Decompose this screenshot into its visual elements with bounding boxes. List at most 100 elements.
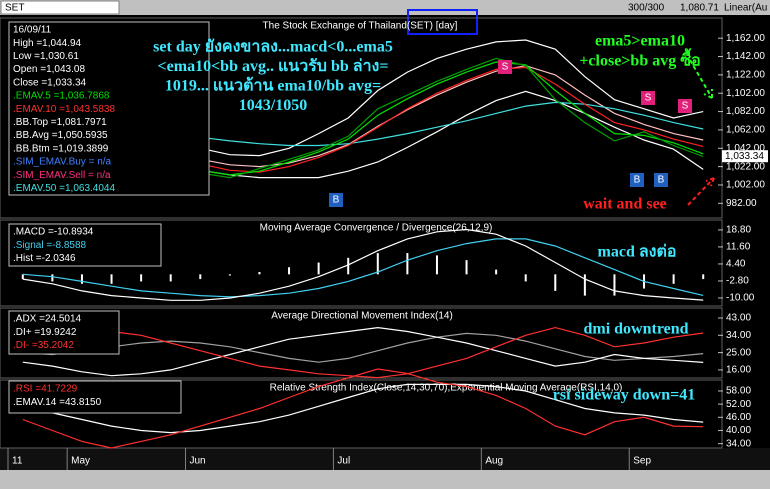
annotation: ema5>ema10	[595, 33, 685, 50]
x-tick-label: Aug	[485, 456, 503, 467]
info-line: .BB.Top =1,081.7971	[13, 117, 107, 128]
y-tick-label: 11.60	[726, 242, 751, 253]
series-line	[22, 326, 704, 377]
series-line	[22, 228, 704, 301]
histogram-bar	[376, 253, 379, 275]
series-line	[22, 332, 704, 363]
info-line: .DI+ =19.9242	[13, 327, 77, 338]
info-line: .RSI =41.7229	[13, 384, 78, 395]
info-line: .EMAV.50 =1,063.4044	[13, 183, 115, 194]
panel-frame	[0, 307, 723, 379]
x-tick-label: Jun	[190, 456, 206, 467]
y-tick-label: 40.00	[726, 425, 751, 436]
arrow	[687, 177, 715, 206]
signal-label: S	[682, 101, 689, 112]
info-line: Open =1,043.08	[13, 64, 85, 75]
histogram-bar	[317, 262, 320, 275]
info-line: .Hist =-2.0346	[13, 253, 76, 264]
y-tick-label: 1,022.00	[726, 161, 765, 172]
annotation: rsi sideway down=41	[553, 387, 695, 404]
annotation: wait and see	[583, 196, 667, 213]
y-tick-label: -10.00	[726, 293, 755, 304]
histogram-bar	[495, 269, 498, 275]
x-tick-label: 11	[12, 456, 23, 467]
price-tag	[722, 150, 768, 163]
histogram-bar	[21, 274, 24, 280]
signal-label: S	[502, 62, 509, 73]
symbol: SET	[5, 3, 24, 14]
scrollbar[interactable]	[0, 470, 770, 489]
y-tick-label: 1,062.00	[726, 125, 765, 136]
histogram-bar	[169, 274, 172, 282]
histogram-bar	[672, 274, 675, 284]
signal-label: B	[634, 175, 641, 186]
arrow	[689, 59, 713, 99]
panel-frame	[0, 379, 723, 449]
y-tick-label: 1,042.00	[726, 143, 765, 154]
info-line: High =1,044.94	[13, 38, 82, 49]
info-line: .DI- =35.2042	[13, 340, 74, 351]
info-line: .EMAV.10 =1,043.5838	[13, 104, 115, 115]
info-line: .SIM_EMAV.Sell = n/a	[13, 170, 111, 181]
annotation: 1019... แนวต้าน ema10/bb avg=	[165, 77, 381, 95]
y-tick-label: 1,142.00	[726, 51, 765, 62]
histogram-bar	[613, 274, 616, 296]
symbol-box[interactable]	[0, 0, 120, 15]
info-box	[8, 380, 182, 414]
panel-title: Average Directional Movement Index(14)	[271, 311, 453, 322]
histogram-bar	[465, 260, 468, 275]
bar-count: 300/300	[628, 3, 665, 14]
info-line: .ADX =24.5014	[13, 314, 82, 325]
info-line: 16/09/11	[13, 25, 52, 36]
signal-marker	[329, 193, 343, 207]
x-tick-label: Jul	[337, 456, 350, 467]
info-line: .EMAV.5 =1,036.7868	[13, 91, 110, 102]
y-tick-label: 1,162.00	[726, 33, 765, 44]
histogram-bar	[406, 253, 409, 275]
signal-label: S	[645, 93, 652, 104]
y-tick-label: -2.80	[726, 276, 749, 287]
y-tick-label: 1,002.00	[726, 180, 765, 191]
y-tick-label: 4.40	[726, 259, 746, 270]
signal-marker	[678, 99, 692, 113]
signal-marker	[630, 173, 644, 187]
panel-frame	[0, 17, 723, 219]
y-tick-label: 46.00	[726, 412, 751, 423]
histogram-bar	[583, 274, 586, 296]
histogram-bar	[554, 274, 557, 291]
histogram-bar	[51, 274, 54, 282]
series-line	[22, 238, 704, 298]
signal-marker	[654, 173, 668, 187]
toolbar	[0, 0, 770, 15]
y-tick-label: 43.00	[726, 313, 751, 324]
y-tick-label: 25.00	[726, 347, 751, 358]
y-tick-label: 1,122.00	[726, 70, 765, 81]
annotation: <ema10<bb avg.. แนวรับ bb ล่าง=	[158, 57, 389, 75]
annotation: dmi downtrend	[583, 321, 688, 338]
info-line: .MACD =-10.8934	[13, 227, 94, 238]
info-line: .EMAV.14 =43.8150	[13, 397, 102, 408]
panel-frame	[0, 219, 723, 307]
series-line	[22, 326, 704, 379]
panel-title: The Stock Exchange of Thailand(SET) [day…	[263, 21, 458, 32]
signal-marker	[498, 60, 512, 74]
histogram-bar	[110, 274, 113, 284]
y-tick-label: 58.00	[726, 386, 751, 397]
info-line: Low =1,030.61	[13, 51, 79, 62]
annotation: set day ยังคงขาลง...macd<0...ema5	[153, 38, 393, 56]
histogram-bar	[140, 274, 143, 282]
info-line: Close =1,033.34	[13, 77, 87, 88]
histogram-bar	[435, 255, 438, 275]
series-line	[22, 383, 704, 434]
info-line: .BB.Avg =1,050.5935	[13, 130, 108, 141]
last-price: 1,080.71	[680, 3, 719, 14]
signal-label: B	[333, 195, 340, 206]
y-tick-label: 16.00	[726, 365, 751, 376]
y-tick-label: 1,102.00	[726, 88, 765, 99]
histogram-bar	[199, 274, 202, 280]
annotation: +close>bb avg ซื้อ	[579, 48, 700, 70]
histogram-bar	[228, 274, 231, 276]
panel-title: Moving Average Convergence / Divergence(…	[260, 223, 493, 234]
series-line	[22, 368, 704, 449]
